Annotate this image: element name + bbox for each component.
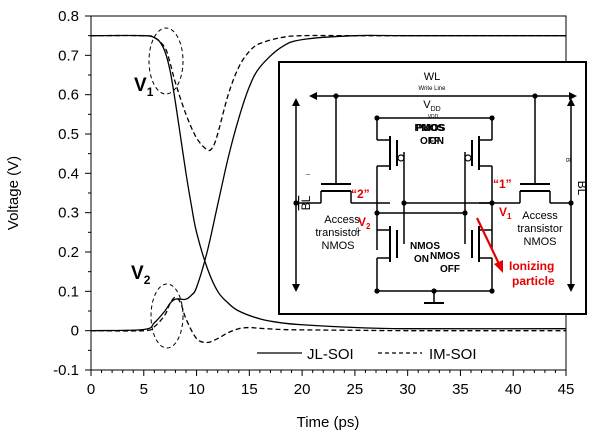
bl-right-tiny-label: B [564,158,570,162]
y-tick-label: 0.5 [58,126,79,143]
node-2-label: “2” [351,187,370,201]
nmos-right-label-1: NMOS [430,251,460,262]
series-layer [90,34,567,344]
y-tick-label: 0.2 [58,244,79,261]
wl-sublabel: Write Line [419,86,447,92]
x-tick-label: 45 [558,381,575,398]
x-tick-label: 30 [399,381,416,398]
v1-annotation-sub: 1 [147,85,154,99]
v2-annotation: V2 [131,263,151,287]
legend-label-jl-soi: JL-SOI [307,346,354,363]
junction-dot [401,200,407,206]
bl-left-arrow-up-icon [292,98,300,106]
node-v1-main: V [499,205,507,219]
junction-dot [532,93,538,99]
bl-right-arrow-up-icon [567,98,575,106]
nmos-right-label-2: OFF [440,264,460,275]
x-tick-label: 20 [294,381,311,398]
series-line-jl-soi-v1 [90,34,567,330]
bl-right-label: BL [575,181,589,196]
series-line-jl-soi-v2 [90,34,566,332]
node-v2-main: V [358,215,366,229]
x-tick-label: 35 [452,381,469,398]
junction-dot [568,200,574,206]
access-right-label-3: NMOS [524,236,557,248]
y-tick-label: 0.6 [58,87,79,104]
vdd-label-sub: DD [431,106,441,113]
series-line-im-soi-v2 [90,296,567,344]
ionizing-arrow-line [476,217,501,267]
junction-dot [489,200,495,206]
bl-right-arrow-down-icon [567,284,575,292]
series-line-im-soi-v1 [90,34,566,152]
node-v2-label: V2 [358,215,371,231]
left-pmos-bubble [397,154,405,162]
right-pmos-bubble [464,154,472,162]
access-left-label-2: transistor [315,227,361,239]
vdd-label: VDD [423,99,440,113]
wl-label: WL [424,71,441,83]
v1-highlight-ellipse [148,27,184,95]
x-tick-label: 15 [241,381,258,398]
vdd-label-main: V [423,99,431,111]
junction-dot [462,210,468,216]
v2-annotation-main: V [131,263,144,284]
y-tick-label: 0.3 [58,205,79,222]
legend-label-im-soi: IM-SOI [429,346,477,363]
v1-annotation: V1 [134,75,154,99]
y-tick-label: 0.8 [58,8,79,25]
access-left-label-3: NMOS [322,240,355,252]
bl-left-tiny-label: i [306,174,312,175]
junction-dot [293,200,299,206]
junction-dot [333,93,339,99]
node-v1-label: V1 [499,205,512,221]
x-tick-label: 0 [87,381,95,398]
access-right-label-1: Access [522,210,558,222]
tick-labels: 0 5 10 15 20 25 30 35 40 45-0.100.10.20.30.40.50.… [53,8,574,398]
pmos-left-label-1: PMOS [416,123,446,134]
access-right-label-2: transistor [517,223,563,235]
x-tick-label: 10 [188,381,205,398]
y-tick-label: 0.1 [58,283,79,300]
v1-annotation-main: V [134,75,147,96]
ionizing-arrow-head-icon [494,260,503,273]
pmos-right-label-2: ON [429,136,444,147]
y-tick-label: -0.1 [53,362,79,379]
pmos-left-label-2: OFF [420,136,440,147]
y-tick-label: 0 [71,323,79,340]
junction-dot [374,115,380,121]
y-axis-title: Voltage (V) [5,156,22,230]
nmos-left-label-2: ON [414,254,429,265]
axis-ticks [85,15,567,376]
access-left-label-1: Access [324,214,360,226]
node-v2-pre: 0 [356,228,360,234]
x-tick-label: 25 [347,381,364,398]
x-axis-title: Time (ps) [297,414,360,431]
junction-dot [489,115,495,121]
node-1-label: “1” [493,177,512,191]
ionizing-label-1: Ionizing [509,259,554,273]
node-v1-sub: 1 [507,212,512,221]
junction-dot [374,288,380,294]
v2-highlight-ellipse [150,283,184,349]
bl-left-arrow-down-icon [292,284,300,292]
ionizing-label-2: particle [512,274,555,288]
junction-dot [431,288,437,294]
node-v2-sub: 2 [366,222,371,231]
vdd-sublabel: VDD [428,114,439,120]
junction-dot [374,210,380,216]
x-tick-label: 5 [140,381,148,398]
legend: JL-SOI IM-SOI [257,346,477,363]
sram-circuit-inset: WL Write Line VDD VDD BL i BL B [278,61,589,315]
wl-arrow-left-icon [309,92,317,100]
x-tick-label: 40 [505,381,522,398]
y-tick-label: 0.4 [58,165,79,182]
y-tick-label: 0.7 [58,47,79,64]
pmos-right-label-1: PMOS [415,123,445,134]
junction-dot [489,288,495,294]
nmos-left-label-1: NMOS [410,241,440,252]
v2-annotation-sub: 2 [144,273,151,287]
